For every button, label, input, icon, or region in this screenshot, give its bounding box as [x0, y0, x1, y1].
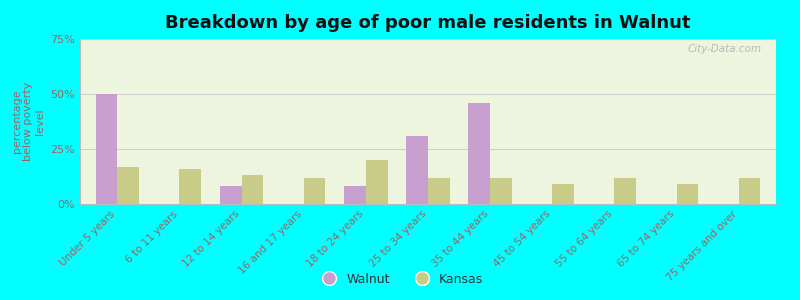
Legend: Walnut, Kansas: Walnut, Kansas [312, 268, 488, 291]
Bar [304, 178, 326, 204]
Bar [366, 160, 388, 204]
Bar [406, 136, 428, 204]
Bar [242, 176, 263, 204]
Bar [95, 94, 118, 204]
Bar [118, 167, 139, 204]
Bar [220, 186, 242, 204]
Y-axis label: percentage
below poverty
level: percentage below poverty level [12, 82, 45, 161]
Bar [428, 178, 450, 204]
Title: Breakdown by age of poor male residents in Walnut: Breakdown by age of poor male residents … [166, 14, 690, 32]
Bar [677, 184, 698, 204]
Bar [738, 178, 761, 204]
Bar [468, 103, 490, 204]
Bar [179, 169, 201, 204]
Bar [614, 178, 636, 204]
Bar [552, 184, 574, 204]
Text: City-Data.com: City-Data.com [688, 44, 762, 54]
Bar [344, 186, 366, 204]
Bar [490, 178, 512, 204]
